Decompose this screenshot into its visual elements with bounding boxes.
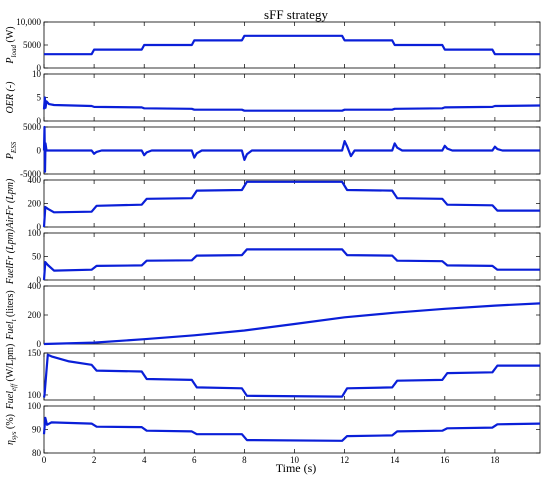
y-label-sub: load: [10, 45, 18, 58]
panel-7: 80 90 100 ηsys (%) 0 2 4 6 8 10 12 14 16 18: [5, 401, 541, 465]
y-tick-label: 0: [37, 116, 42, 126]
series-line: [42, 125, 540, 173]
y-tick-label: 0: [37, 63, 42, 73]
panel-frame: [43, 73, 541, 122]
y-label-main: η: [5, 440, 16, 445]
series-line: [44, 34, 540, 56]
y-label-unit: (liters): [5, 290, 16, 319]
x-axis-label: Time (s): [276, 461, 317, 475]
panel-3: 0 200 400 AirFr (Lpm): [5, 175, 541, 232]
y-tick-label: 5: [37, 93, 42, 103]
panel-frame: [43, 232, 541, 281]
y-label-unit: (%): [5, 414, 16, 432]
y-label-main: Fuel: [5, 321, 16, 341]
y-label-sub: t: [10, 318, 18, 321]
x-tick-label: 10: [290, 455, 300, 465]
y-tick-label: 200: [28, 199, 42, 209]
y-tick-label: 200: [28, 310, 42, 320]
x-tick-label: 6: [192, 455, 197, 465]
y-tick-label: 10: [32, 69, 42, 79]
series-line: [42, 416, 541, 442]
y-tick-label: 0: [37, 339, 42, 349]
y-label-sub: ESS: [10, 141, 18, 154]
x-tick-label: 18: [490, 455, 500, 465]
x-tick-label: 16: [440, 455, 450, 465]
panel-frame: [43, 405, 541, 454]
y-axis-label: FuelFr (Lpm): [5, 228, 16, 285]
y-tick-label: 90: [32, 425, 42, 435]
y-tick-label: -5000: [20, 169, 41, 179]
y-tick-label: 100: [28, 228, 42, 238]
y-label-main: Fuel: [5, 391, 16, 411]
x-tick-label: 4: [142, 455, 147, 465]
series-line: [42, 248, 540, 281]
y-label-main: P: [5, 153, 16, 160]
y-tick-label: 5000: [23, 122, 42, 132]
y-axis-label: AirFr (Lpm): [5, 178, 16, 229]
x-tick-label: 2: [92, 455, 97, 465]
y-tick-label: 50: [32, 252, 42, 262]
series-line: [42, 96, 541, 112]
y-axis-label: ηsys (%): [5, 414, 18, 445]
panel-frame: [43, 285, 541, 345]
panel-5: 0 200 400 Fuelt (liters): [5, 281, 541, 349]
x-tick-label: 8: [242, 455, 247, 465]
y-label-main: FuelFr (Lpm): [5, 228, 16, 285]
y-axis-label: OER (-): [5, 81, 16, 114]
y-tick-label: 5000: [23, 40, 42, 50]
y-label-main: OER (-): [5, 81, 16, 114]
y-tick-label: 80: [32, 448, 42, 458]
y-tick-label: 10,000: [16, 17, 41, 27]
x-tick-label: 12: [340, 455, 349, 465]
y-label-sub: sys: [10, 431, 18, 440]
y-label-unit: (W/Lpm): [5, 344, 16, 384]
panel-4: 0 50 100 FuelFr (Lpm): [5, 228, 541, 285]
panel-2: -5000 0 5000 PESS: [5, 122, 541, 179]
panel-1: 0 5 10 OER (-): [5, 69, 541, 126]
y-axis-label: Fueleff (W/Lpm): [5, 344, 18, 411]
panel-frame: [43, 21, 541, 69]
series-line: [43, 302, 541, 346]
y-axis-label: PESS: [5, 141, 18, 160]
y-tick-label: 400: [28, 281, 42, 291]
series-line: [42, 180, 540, 228]
y-tick-label: 100: [28, 390, 42, 400]
x-tick-label: 0: [42, 455, 47, 465]
y-tick-label: 150: [28, 348, 42, 358]
y-tick-label: 0: [37, 275, 42, 285]
y-axis-label: Pload (W): [5, 26, 18, 64]
panel-frame: [43, 352, 541, 401]
y-label-main: AirFr (Lpm): [5, 178, 16, 229]
y-tick-label: 0: [37, 222, 42, 232]
y-tick-label: 100: [28, 401, 42, 411]
y-label-main: P: [5, 57, 16, 64]
x-tick-label: 14: [390, 455, 400, 465]
y-axis-label: Fuelt (liters): [5, 290, 18, 340]
series-line: [42, 353, 540, 398]
y-label-unit: (W): [5, 26, 16, 45]
chart-title: sFF strategy: [264, 7, 328, 22]
y-tick-label: 0: [37, 146, 42, 156]
panel-frame: [43, 179, 541, 228]
y-tick-label: 400: [28, 175, 42, 185]
y-label-sub: eff: [10, 383, 18, 391]
panel-6: 100 150 Fueleff (W/Lpm): [5, 344, 541, 411]
